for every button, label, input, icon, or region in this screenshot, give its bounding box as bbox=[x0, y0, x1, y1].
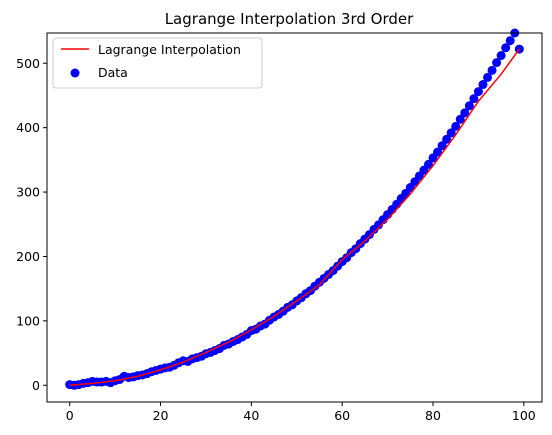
x-tick-label: 40 bbox=[243, 408, 259, 423]
plot-area bbox=[65, 28, 524, 390]
axes: 0 20 40 60 80 100 0 100 200 300 400 500 bbox=[16, 56, 536, 423]
y-tick-label: 400 bbox=[16, 120, 40, 135]
chart-title: Lagrange Interpolation 3rd Order bbox=[165, 10, 414, 28]
y-tick-label: 500 bbox=[16, 56, 40, 71]
data-point bbox=[446, 128, 456, 138]
legend-label-line: Lagrange Interpolation bbox=[98, 42, 241, 57]
data-point bbox=[487, 65, 497, 75]
y-tick-label: 100 bbox=[16, 313, 40, 328]
legend-point-marker bbox=[70, 68, 80, 78]
data-point bbox=[455, 114, 465, 124]
x-tick-label: 0 bbox=[66, 408, 74, 423]
data-point bbox=[478, 80, 488, 90]
x-tick-label: 20 bbox=[153, 408, 169, 423]
y-tick-label: 300 bbox=[16, 185, 40, 200]
x-tick-label: 80 bbox=[425, 408, 441, 423]
axes-frame bbox=[46, 32, 543, 403]
data-point bbox=[460, 108, 470, 118]
data-point bbox=[442, 134, 452, 144]
y-tick-label: 200 bbox=[16, 249, 40, 264]
x-tick-label: 60 bbox=[334, 408, 350, 423]
data-point bbox=[501, 43, 511, 53]
data-point bbox=[473, 87, 483, 97]
data-point bbox=[464, 101, 474, 111]
data-point bbox=[423, 159, 433, 169]
legend-label-points: Data bbox=[98, 65, 128, 80]
legend: Lagrange Interpolation Data bbox=[52, 37, 263, 89]
legend-box bbox=[52, 37, 263, 89]
data-point bbox=[451, 121, 461, 131]
data-point bbox=[437, 141, 447, 151]
data-point bbox=[433, 147, 443, 157]
data-point bbox=[505, 36, 515, 46]
data-point bbox=[496, 51, 506, 61]
data-point bbox=[492, 58, 502, 68]
interpolation-line bbox=[69, 48, 520, 387]
y-tick-label: 0 bbox=[32, 378, 40, 393]
x-tick-label: 100 bbox=[512, 408, 536, 423]
data-point bbox=[483, 72, 493, 82]
data-point bbox=[469, 94, 479, 104]
